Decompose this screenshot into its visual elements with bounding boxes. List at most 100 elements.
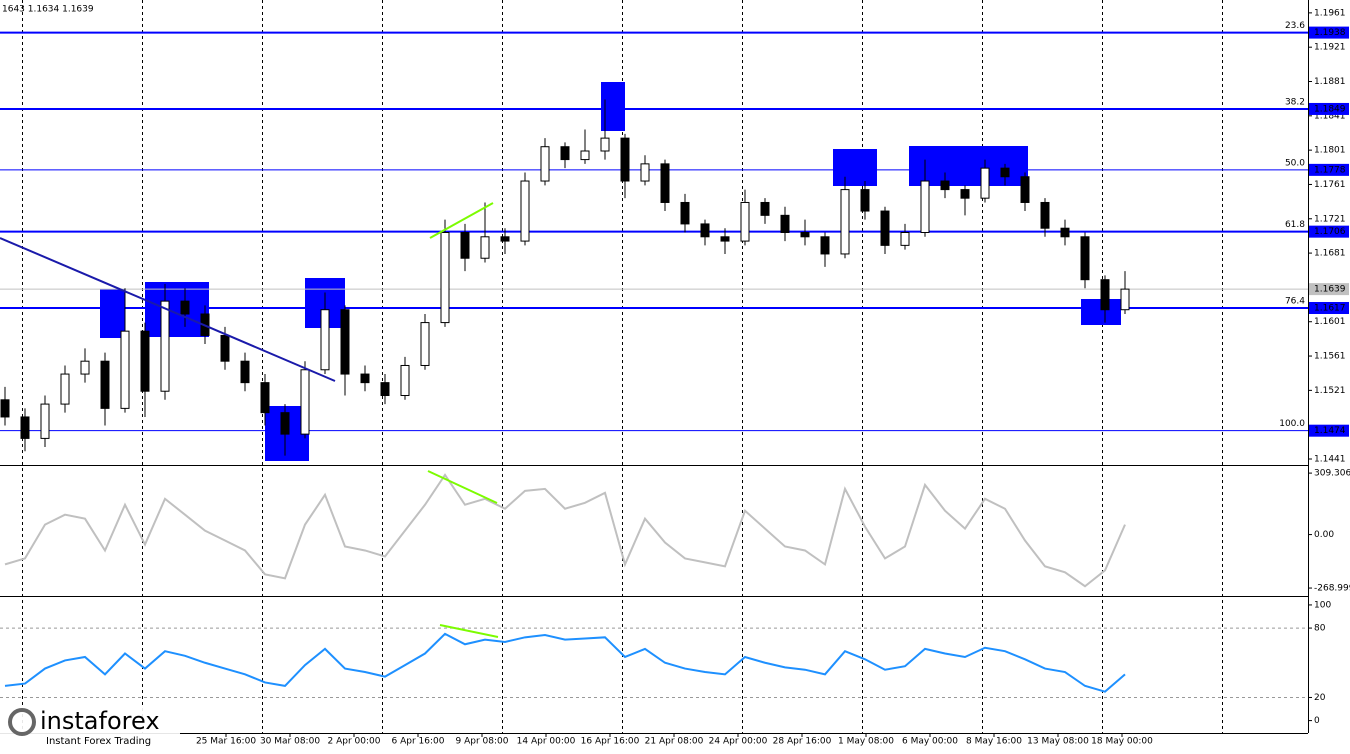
y-tick-label: 1.1681 xyxy=(1314,249,1346,259)
x-tick-label: 6 May 00:00 xyxy=(902,737,958,747)
x-tick-label: 25 Mar 16:00 xyxy=(196,737,256,747)
price-label: 1.1938 xyxy=(1314,28,1346,38)
candle-body xyxy=(820,236,830,255)
slogan: Instant Forex Trading xyxy=(46,736,151,747)
zone xyxy=(145,282,209,337)
y-tick-label: 1.1441 xyxy=(1314,454,1346,464)
brand: instaforex xyxy=(40,707,160,735)
candle-body xyxy=(620,137,630,182)
x-tick-label: 21 Apr 08:00 xyxy=(645,737,704,747)
y-tick-label: 80 xyxy=(1314,624,1326,634)
y-tick-label: 1.1761 xyxy=(1314,180,1346,190)
candle-body xyxy=(380,382,390,397)
y-tick-label: 309.3066 xyxy=(1314,469,1350,479)
candle-body xyxy=(900,232,910,246)
y-tick-label: 1.1721 xyxy=(1314,214,1346,224)
fib-ratio: 100.0 xyxy=(1279,419,1305,429)
candle-body xyxy=(80,360,90,375)
y-tick-label: 1.1561 xyxy=(1314,352,1346,362)
candle-body xyxy=(960,189,970,199)
candle-body xyxy=(0,399,10,418)
x-tick-label: 16 Apr 16:00 xyxy=(581,737,640,747)
price-label: 1.1778 xyxy=(1314,165,1346,175)
candle-body xyxy=(220,334,230,362)
candle-body xyxy=(560,146,570,161)
divergence-line xyxy=(427,470,498,504)
x-tick-label: 1 May 08:00 xyxy=(838,737,894,747)
last-price-label: 1.1639 xyxy=(1314,285,1346,295)
x-tick-label: 14 Apr 00:00 xyxy=(517,737,576,747)
candle-body xyxy=(280,412,290,435)
candle-body xyxy=(780,214,790,233)
price-label-box xyxy=(1309,102,1349,115)
candle-body xyxy=(20,416,30,439)
candle-body xyxy=(1100,279,1110,311)
x-tick-label: 8 May 16:00 xyxy=(966,737,1022,747)
candle-body xyxy=(920,180,930,233)
candle-body xyxy=(1020,176,1030,203)
fib-ratio: 38.2 xyxy=(1285,97,1305,107)
price-label-box xyxy=(1309,26,1349,39)
chart-title: 1643 1.1634 1.1639 xyxy=(2,5,94,15)
candle-body xyxy=(120,330,130,409)
price-label: 1.1474 xyxy=(1314,426,1346,436)
x-tick-label: 18 May 00:00 xyxy=(1091,737,1153,747)
x-tick-label: 9 Apr 08:00 xyxy=(456,737,509,747)
candle-body xyxy=(880,210,890,246)
zone xyxy=(833,149,877,186)
y-tick-label: 1.1521 xyxy=(1314,386,1346,396)
indicator-line xyxy=(4,632,1126,693)
y-tick-label: 1.1801 xyxy=(1314,146,1346,156)
last-price-box xyxy=(1309,283,1349,296)
candle-body xyxy=(320,309,330,371)
candle-body xyxy=(340,309,350,375)
candle-body xyxy=(480,236,490,259)
candle-body xyxy=(440,232,450,324)
candle-body xyxy=(980,167,990,199)
candle-body xyxy=(420,322,430,366)
y-tick-label: 0 xyxy=(1314,716,1320,726)
divergence-line xyxy=(429,202,494,239)
candle-body xyxy=(640,163,650,182)
logo-icon xyxy=(8,708,36,736)
candle-body xyxy=(760,201,770,216)
price-label-box xyxy=(1309,301,1349,314)
y-tick-label: 1.1961 xyxy=(1314,8,1346,18)
watermark: instaforex Instant Forex Trading xyxy=(0,705,180,750)
candle-body xyxy=(700,223,710,238)
candle-body xyxy=(60,373,70,405)
candle-body xyxy=(180,300,190,315)
x-tick-label: 28 Apr 16:00 xyxy=(773,737,832,747)
candle-body xyxy=(240,360,250,384)
price-label: 1.1617 xyxy=(1314,303,1346,313)
x-tick-label: 30 Mar 08:00 xyxy=(260,737,320,747)
fib-ratio: 61.8 xyxy=(1285,220,1305,230)
price-label: 1.1706 xyxy=(1314,227,1346,237)
y-tick-label: 1.1601 xyxy=(1314,317,1346,327)
candle-body xyxy=(260,382,270,414)
candle-body xyxy=(1000,167,1010,178)
watermark-box xyxy=(0,705,180,750)
trend-line xyxy=(0,237,336,382)
candle-body xyxy=(360,373,370,384)
x-tick-label: 24 Apr 00:00 xyxy=(709,737,768,747)
indicator-line xyxy=(4,473,1126,588)
y-tick-label: 0.00 xyxy=(1314,530,1334,540)
y-tick-label: 100 xyxy=(1314,600,1331,610)
fib-ratio: 23.6 xyxy=(1285,21,1305,31)
candle-body xyxy=(1040,201,1050,229)
candle-body xyxy=(860,189,870,212)
zone xyxy=(100,289,125,338)
candle-body xyxy=(940,180,950,191)
candle-body xyxy=(1120,288,1130,311)
zone xyxy=(909,146,1028,186)
candle-body xyxy=(300,369,310,435)
candle-body xyxy=(140,330,150,392)
candle-body xyxy=(520,180,530,242)
candle-body xyxy=(460,232,470,259)
fib-ratio: 50.0 xyxy=(1285,158,1305,168)
candle-body xyxy=(600,137,610,152)
price-label-box xyxy=(1309,225,1349,238)
x-tick-label: 13 May 08:00 xyxy=(1027,737,1089,747)
candle-body xyxy=(660,163,670,203)
